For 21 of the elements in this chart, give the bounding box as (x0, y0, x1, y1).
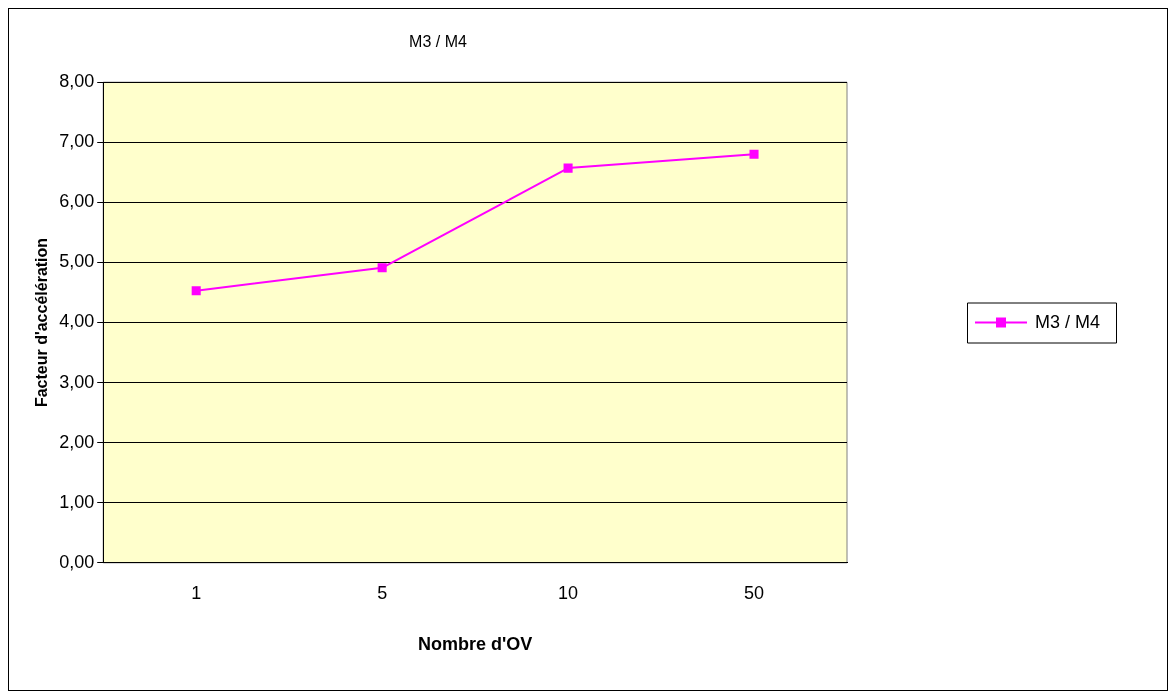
y-tick-label: 8,00 (59, 71, 95, 92)
point (749, 149, 759, 159)
y-axis-title: Facteur d'accélération (33, 237, 51, 408)
y-tick-label: 7,00 (59, 131, 95, 152)
x-tick-label: 10 (558, 582, 579, 603)
point (191, 286, 201, 296)
y-tick-label: 1,00 (59, 491, 95, 512)
point (563, 163, 573, 173)
x-tick-label: 1 (191, 582, 202, 603)
y-tick-label: 3,00 (59, 371, 95, 392)
y-tick-label: 2,00 (59, 431, 95, 452)
y-tick-label: 0,00 (59, 551, 95, 572)
x-tick-label: 50 (744, 582, 765, 603)
x-axis-title: Nombre d'OV (417, 634, 533, 655)
x-tick-label: 5 (377, 582, 388, 603)
chart-title: M3 / M4 (409, 33, 467, 51)
y-tick-label: 5,00 (59, 251, 95, 272)
point (377, 263, 387, 273)
legend-label: M3 / M4 (1035, 312, 1101, 333)
y-tick-label: 4,00 (59, 311, 95, 332)
y-tick-label: 6,00 (59, 191, 95, 212)
